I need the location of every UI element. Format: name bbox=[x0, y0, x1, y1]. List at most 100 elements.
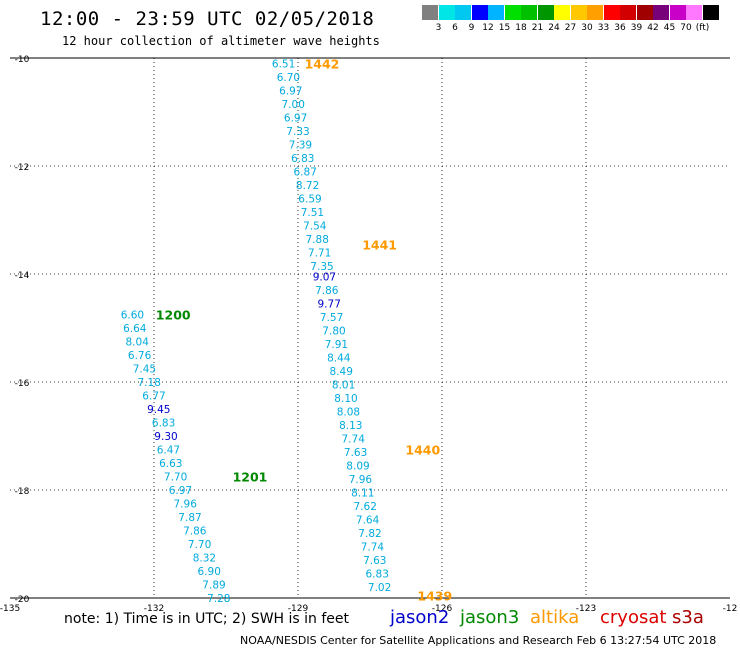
wave-height-value: 9.45 bbox=[147, 404, 170, 416]
wave-height-value: 8.72 bbox=[296, 180, 319, 192]
colorbar-cell bbox=[554, 5, 570, 20]
wave-height-value: 6.83 bbox=[152, 418, 175, 430]
colorbar-cell bbox=[521, 5, 537, 20]
wave-height-value: 7.74 bbox=[342, 434, 366, 446]
colorbar-label: 12 bbox=[482, 23, 494, 33]
wave-height-value: 8.09 bbox=[346, 461, 369, 473]
wave-height-value: 6.76 bbox=[128, 350, 152, 362]
colorbar-label: 3 bbox=[435, 23, 442, 33]
wave-height-value: 6.47 bbox=[157, 445, 180, 457]
colorbar-cell bbox=[471, 5, 488, 20]
colorbar-cell bbox=[455, 5, 471, 20]
legend-altika: altika bbox=[530, 607, 580, 628]
colorbar-label: 27 bbox=[564, 23, 577, 33]
wave-height-value: 7.86 bbox=[315, 285, 339, 297]
wave-height-value: 9.77 bbox=[318, 299, 341, 311]
wave-height-value: 7.51 bbox=[301, 207, 324, 219]
y-tick-label: -14 bbox=[15, 271, 30, 281]
legend-s3a: s3a bbox=[672, 607, 704, 628]
wave-height-value: 6.70 bbox=[277, 72, 300, 84]
x-tick-label: -135 bbox=[0, 604, 20, 614]
x-tick-label: -123 bbox=[576, 604, 596, 614]
wave-height-value: 6.77 bbox=[142, 391, 165, 403]
wave-height-value: 7.96 bbox=[349, 474, 373, 486]
legend-jason2: jason2 bbox=[390, 607, 450, 628]
colorbar-label: 6 bbox=[452, 23, 458, 33]
colorbar-label: 45 bbox=[663, 23, 676, 33]
wave-height-value: 7.71 bbox=[308, 247, 331, 259]
y-tick-label: -18 bbox=[15, 487, 30, 497]
colorbar-label: 42 bbox=[647, 23, 659, 33]
colorbar-label: 21 bbox=[531, 23, 544, 33]
page-subtitle: 12 hour collection of altimeter wave hei… bbox=[62, 34, 380, 48]
wave-height-value: 7.96 bbox=[174, 499, 198, 511]
wave-height-value: 7.28 bbox=[207, 593, 230, 605]
colorbar-cell bbox=[686, 5, 702, 20]
wave-height-value: 7.91 bbox=[325, 339, 348, 351]
colorbar-label: 18 bbox=[515, 23, 527, 33]
x-tick-label: -132 bbox=[144, 604, 164, 614]
wave-height-value: 7.80 bbox=[322, 326, 345, 338]
wave-height-value: 9.07 bbox=[313, 272, 336, 284]
x-tick-label: -126 bbox=[432, 604, 453, 614]
wave-height-value: 7.00 bbox=[282, 99, 305, 111]
wave-height-value: 7.54 bbox=[303, 220, 327, 232]
wave-height-value: 9.30 bbox=[154, 431, 177, 443]
wave-height-value: 7.18 bbox=[138, 377, 161, 389]
pass-time-label: 1440 bbox=[405, 443, 440, 458]
wave-height-value: 7.45 bbox=[133, 364, 156, 376]
wave-height-value: 7.89 bbox=[202, 580, 225, 592]
y-tick-label: -12 bbox=[15, 163, 30, 173]
colorbar-label: 39 bbox=[630, 23, 643, 33]
wave-height-value: 7.88 bbox=[306, 234, 329, 246]
colorbar-cell bbox=[422, 5, 438, 20]
footer-credit: NOAA/NESDIS Center for Satellite Applica… bbox=[240, 634, 717, 647]
colorbar-label: 9 bbox=[468, 23, 475, 33]
colorbar-label: (ft) bbox=[695, 23, 710, 33]
colorbar-label: 30 bbox=[581, 23, 593, 33]
wave-height-value: 6.51 bbox=[272, 58, 295, 70]
wave-height-value: 8.49 bbox=[330, 366, 353, 378]
wave-height-value: 8.08 bbox=[337, 407, 360, 419]
legend-cryosat: cryosat bbox=[600, 607, 667, 628]
colorbar-cell bbox=[702, 5, 719, 20]
wave-height-value: 7.63 bbox=[363, 555, 386, 567]
wave-height-value: 7.57 bbox=[320, 312, 343, 324]
colorbar-label: 36 bbox=[614, 23, 626, 33]
wave-height-value: 6.97 bbox=[279, 85, 302, 97]
wave-height-value: 7.64 bbox=[356, 515, 380, 527]
wave-height-value: 6.97 bbox=[284, 112, 307, 124]
wave-height-value: 8.04 bbox=[126, 337, 150, 349]
wave-height-value: 6.64 bbox=[123, 323, 147, 335]
wave-height-value: 6.83 bbox=[366, 569, 389, 581]
wave-height-value: 8.10 bbox=[334, 393, 357, 405]
wave-height-value: 7.87 bbox=[178, 512, 201, 524]
colorbar-label: 33 bbox=[597, 23, 610, 33]
x-tick-label: -129 bbox=[288, 604, 309, 614]
wave-height-value: 6.87 bbox=[294, 166, 317, 178]
page-title: 12:00 - 23:59 UTC 02/05/2018 bbox=[40, 8, 375, 30]
colorbar-cell bbox=[620, 5, 636, 20]
pass-time-label: 1201 bbox=[233, 470, 268, 485]
footer-note: note: 1) Time is in UTC; 2) SWH is in fe… bbox=[64, 611, 350, 627]
colorbar-label: 15 bbox=[498, 23, 511, 33]
wave-height-value: 7.86 bbox=[183, 526, 207, 538]
pass-time-label: 1441 bbox=[362, 237, 397, 252]
y-tick-label: -16 bbox=[15, 379, 30, 389]
colorbar-cell bbox=[488, 5, 504, 20]
colorbar-cell bbox=[669, 5, 686, 20]
pass-time-label: 1442 bbox=[305, 56, 340, 71]
wave-height-value: 7.70 bbox=[164, 472, 187, 484]
legend-jason3: jason3 bbox=[460, 607, 520, 628]
y-tick-label: -10 bbox=[15, 55, 30, 65]
wave-height-value: 8.11 bbox=[351, 488, 374, 500]
colorbar-cell bbox=[653, 5, 669, 20]
colorbar-cell bbox=[587, 5, 603, 20]
wave-height-value: 6.60 bbox=[121, 310, 144, 322]
wave-height-value: 6.90 bbox=[198, 566, 221, 578]
wave-height-value: 8.44 bbox=[327, 353, 351, 365]
colorbar-cell bbox=[438, 5, 455, 20]
wave-height-value: 7.63 bbox=[344, 447, 367, 459]
wave-height-value: 7.02 bbox=[368, 582, 391, 594]
